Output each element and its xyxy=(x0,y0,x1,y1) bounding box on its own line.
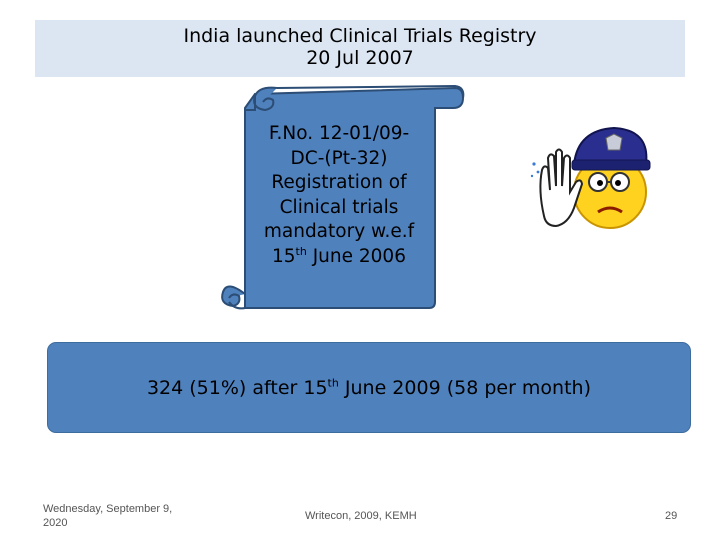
scroll-date-pre: 15 xyxy=(272,245,296,267)
footer-source: Writecon, 2009, KEMH xyxy=(305,510,417,522)
police-stop-icon xyxy=(530,126,651,229)
title-line-2: 20 Jul 2007 xyxy=(306,47,414,69)
scroll-line: F.No. 12-01/09- xyxy=(268,123,410,144)
scroll-line: mandatory w.e.f xyxy=(263,221,415,242)
footer-date: Wednesday, September 9, 2020 xyxy=(43,503,173,529)
scroll-line: DC-(Pt-32) xyxy=(290,147,388,169)
scroll-line: Registration of xyxy=(271,172,407,193)
slide-title: India launched Clinical Trials Registry … xyxy=(35,20,685,77)
scroll-line: Clinical trials xyxy=(279,196,399,218)
stat-pre: 324 (51%) after 15 xyxy=(146,377,328,399)
statistic-box: 324 (51%) after 15th June 2009 (58 per m… xyxy=(47,342,691,433)
scroll-line-date: 15th June 2006 xyxy=(253,245,425,270)
scroll-text: F.No. 12-01/09- DC-(Pt-32) Registration … xyxy=(253,122,425,269)
scroll-banner-icon xyxy=(221,84,465,310)
scroll-date-sup: th xyxy=(295,244,307,258)
page-number: 29 xyxy=(665,510,678,522)
scroll-banner: F.No. 12-01/09- DC-(Pt-32) Registration … xyxy=(215,80,470,320)
stat-post: June 2009 (58 per month) xyxy=(338,377,592,399)
stat-sup: th xyxy=(327,376,339,390)
title-line-1: India launched Clinical Trials Registry xyxy=(183,25,537,47)
scroll-date-post: June 2006 xyxy=(306,245,406,267)
